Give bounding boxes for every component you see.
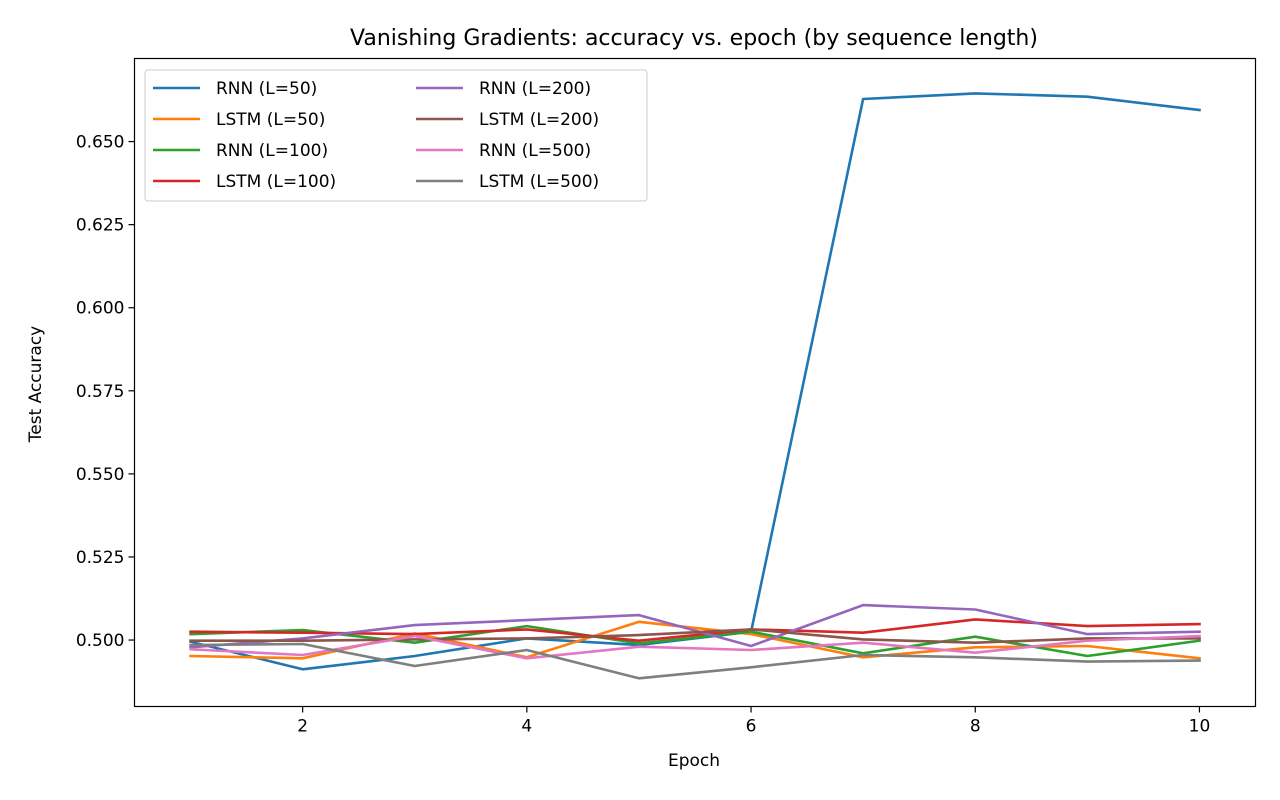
legend-label-3: LSTM (L=100) xyxy=(216,172,336,192)
legend-label-0: RNN (L=50) xyxy=(216,79,317,99)
legend: RNN (L=50) LSTM (L=50) RNN (L=100) LSTM (L=… xyxy=(144,69,648,202)
series-line-4 xyxy=(189,603,1201,649)
x-axis: 2 4 6 8 10 xyxy=(297,706,1211,737)
legend-label-1: LSTM (L=50) xyxy=(216,110,325,130)
legend-label-5: LSTM (L=200) xyxy=(479,110,599,130)
y-axis-label: Test Accuracy xyxy=(26,326,46,444)
y-axis: 0.500 0.525 0.550 0.575 0.600 0.625 0.650 xyxy=(76,133,135,651)
legend-label-6: RNN (L=500) xyxy=(479,141,591,161)
legend-label-7: LSTM (L=500) xyxy=(479,172,599,192)
y-tick-label-1: 0.525 xyxy=(76,548,125,568)
y-tick-label-5: 0.625 xyxy=(76,216,125,236)
x-tick-label-1: 4 xyxy=(521,717,532,737)
series-line-7 xyxy=(189,642,1201,680)
y-tick-label-4: 0.600 xyxy=(76,299,125,319)
y-tick-label-3: 0.575 xyxy=(76,382,125,402)
x-tick-label-0: 2 xyxy=(297,717,308,737)
y-tick-label-0: 0.500 xyxy=(76,631,125,651)
x-tick-label-3: 8 xyxy=(970,717,981,737)
x-axis-label: Epoch xyxy=(668,751,720,771)
x-tick-label-4: 10 xyxy=(1189,717,1211,737)
legend-label-2: RNN (L=100) xyxy=(216,141,328,161)
legend-label-4: RNN (L=200) xyxy=(479,79,591,99)
chart-title: Vanishing Gradients: accuracy vs. epoch … xyxy=(350,26,1038,51)
plot-frame xyxy=(133,57,1257,708)
series-layer xyxy=(189,92,1201,680)
y-tick-label-2: 0.550 xyxy=(76,465,125,485)
series-line-5 xyxy=(189,628,1201,644)
series-line-6 xyxy=(189,634,1201,660)
legend-box xyxy=(144,69,648,202)
y-tick-label-6: 0.650 xyxy=(76,133,125,153)
x-tick-label-2: 6 xyxy=(746,717,757,737)
